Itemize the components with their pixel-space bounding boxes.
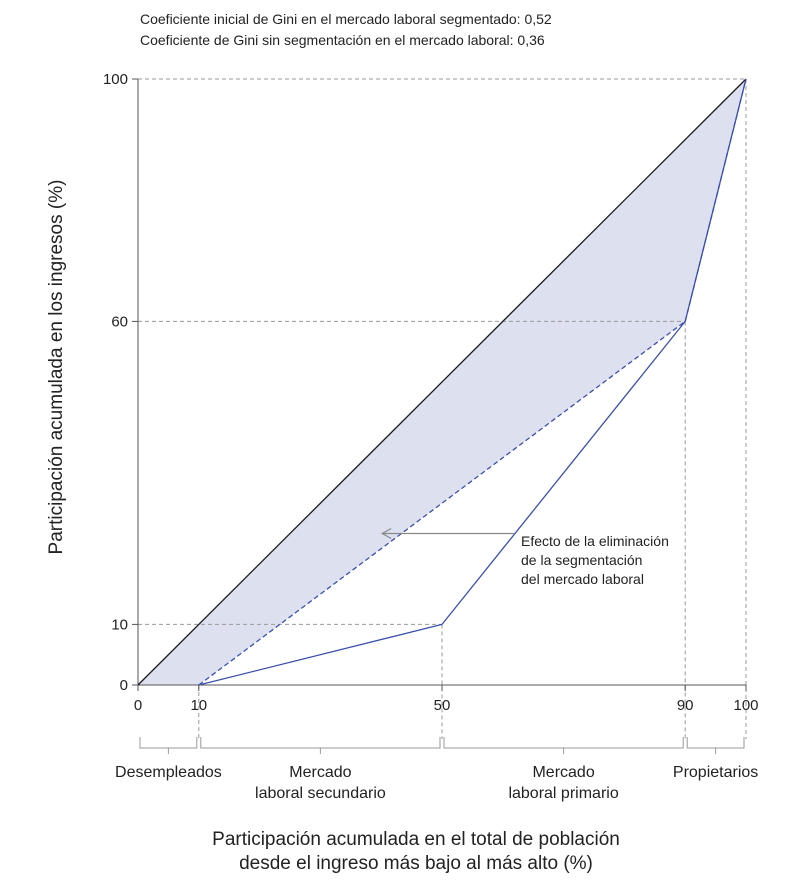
group-label-3-line-0: Propietarios	[673, 764, 758, 781]
group-label-1-line-0: Mercado	[289, 764, 351, 781]
x-axis-label-line-2: desde el ingreso más bajo al más alto (%…	[239, 853, 593, 874]
series-line-2	[198, 78, 747, 686]
series-line-0	[137, 78, 747, 686]
chart-title-line-1: Coeficiente inicial de Gini en el mercad…	[140, 11, 552, 27]
x-tick-label-90: 90	[677, 697, 694, 714]
x-tick-label-10: 10	[190, 697, 207, 714]
group-bracket-2	[443, 737, 684, 749]
y-axis-label: Participación acumulada en los ingresos …	[46, 180, 67, 555]
x-tick-label-50: 50	[434, 697, 451, 714]
x-tick-label-0: 0	[134, 697, 142, 714]
y-tick-label-10: 10	[111, 616, 128, 633]
group-bracket-3	[686, 737, 745, 749]
annotation-text-line-2: del mercado laboral	[521, 571, 644, 587]
group-bracket-0	[139, 737, 198, 749]
group-label-2-line-1: laboral primario	[508, 785, 618, 802]
y-tick-label-0: 0	[120, 677, 128, 694]
x-tick-label-100: 100	[733, 697, 758, 714]
group-label-1-line-1: laboral secundario	[255, 785, 386, 802]
chart-title-line-2: Coeficiente de Gini sin segmentación en …	[140, 32, 545, 48]
group-label-2-line-0: Mercado	[532, 764, 594, 781]
group-bracket-1	[200, 737, 441, 749]
y-tick-label-60: 60	[111, 313, 128, 330]
x-axis-label-line-1: Participación acumulada en el total de p…	[212, 829, 620, 850]
annotation-arrow-head	[380, 527, 392, 540]
annotation-text-line-0: Efecto de la eliminación	[521, 533, 669, 549]
y-tick-label-100: 100	[103, 71, 128, 88]
annotation-text-line-1: de la segmentación	[521, 552, 642, 568]
group-label-0-line-0: Desempleados	[115, 764, 222, 781]
